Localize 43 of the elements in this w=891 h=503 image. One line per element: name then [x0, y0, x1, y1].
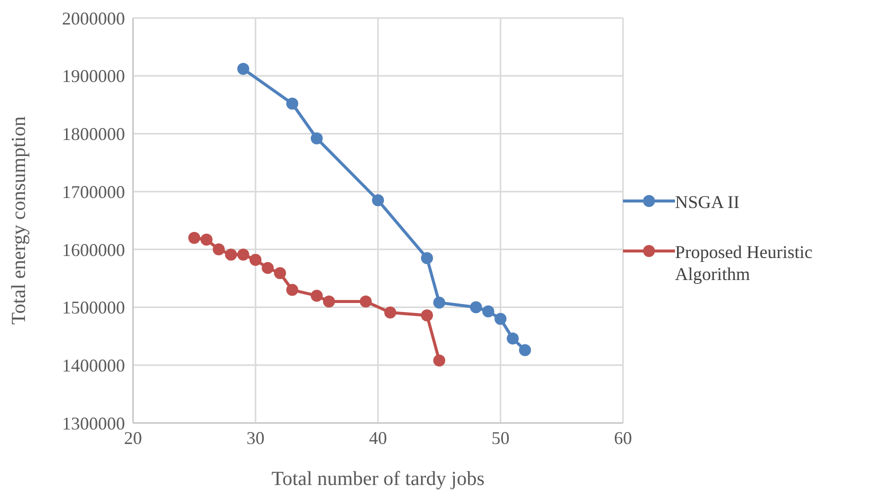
legend-label: Proposed Heuristic Algorithm	[675, 240, 814, 284]
point	[286, 98, 298, 110]
point	[506, 332, 519, 345]
legend-label: NSGA II	[675, 190, 740, 212]
point	[237, 248, 250, 261]
point	[433, 354, 446, 367]
point	[519, 344, 531, 356]
x-tick-label: 20	[124, 428, 142, 448]
x-tick-label: 60	[614, 428, 632, 448]
y-tick-label: 2000000	[62, 8, 125, 28]
y-tick-label: 1800000	[62, 124, 125, 144]
point	[212, 243, 225, 256]
point	[250, 254, 262, 266]
point	[384, 306, 396, 318]
x-tick-label: 40	[369, 428, 387, 448]
point	[494, 312, 506, 325]
y-tick-label: 1500000	[62, 298, 125, 318]
point	[286, 284, 298, 296]
x-tick-label: 50	[492, 428, 510, 448]
point	[188, 232, 200, 244]
x-axis-title: Total number of tardy jobs	[272, 468, 485, 490]
point	[360, 296, 372, 308]
y-tick-label: 1600000	[62, 240, 125, 260]
point	[310, 132, 323, 144]
point	[225, 248, 237, 261]
y-axis-title: Total energy consumption	[8, 116, 30, 325]
point	[262, 262, 274, 274]
y-tick-label: 1700000	[62, 182, 125, 202]
point	[433, 296, 446, 309]
point	[323, 296, 335, 308]
point	[372, 194, 384, 206]
point	[237, 62, 250, 75]
y-tick-label: 1300000	[62, 413, 125, 434]
y-tick-label: 1400000	[62, 356, 125, 376]
point	[274, 267, 286, 280]
point	[200, 234, 212, 246]
point	[421, 252, 433, 264]
point	[421, 309, 433, 322]
y-tick-label: 1900000	[62, 66, 125, 86]
x-tick-label: 30	[246, 428, 264, 448]
point	[482, 305, 494, 318]
point	[470, 301, 482, 314]
point	[310, 290, 323, 302]
